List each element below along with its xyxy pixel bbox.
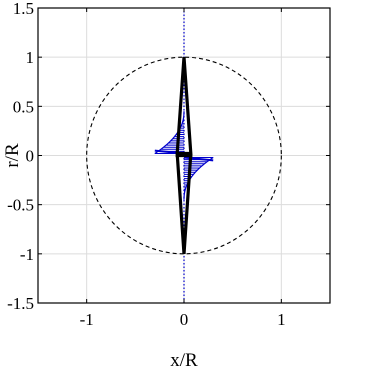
y-tick-label: -0.5 [7, 196, 34, 215]
y-tick-label: -1.5 [7, 294, 34, 313]
plot-area [86, 8, 282, 303]
y-tick-label: 1 [26, 48, 35, 67]
y-ticks: -1.5 -1 -0.5 0 0.5 1 1.5 [7, 0, 330, 313]
y-tick-label: 0 [26, 147, 35, 166]
x-tick-label: 0 [180, 310, 189, 329]
y-axis-label: r/R [2, 143, 23, 168]
x-tick-label: -1 [80, 310, 94, 329]
y-tick-label: 0.5 [13, 97, 34, 116]
series-wing-outline [175, 57, 193, 254]
x-axis-label: x/R [170, 350, 198, 371]
x-ticks: -1 0 1 [80, 8, 286, 329]
x-tick-label: 1 [277, 310, 286, 329]
y-tick-label: -1 [20, 245, 34, 264]
series-unit-circle [86, 56, 282, 255]
velocity-tip [183, 156, 214, 162]
y-tick-label: 1.5 [13, 0, 34, 18]
